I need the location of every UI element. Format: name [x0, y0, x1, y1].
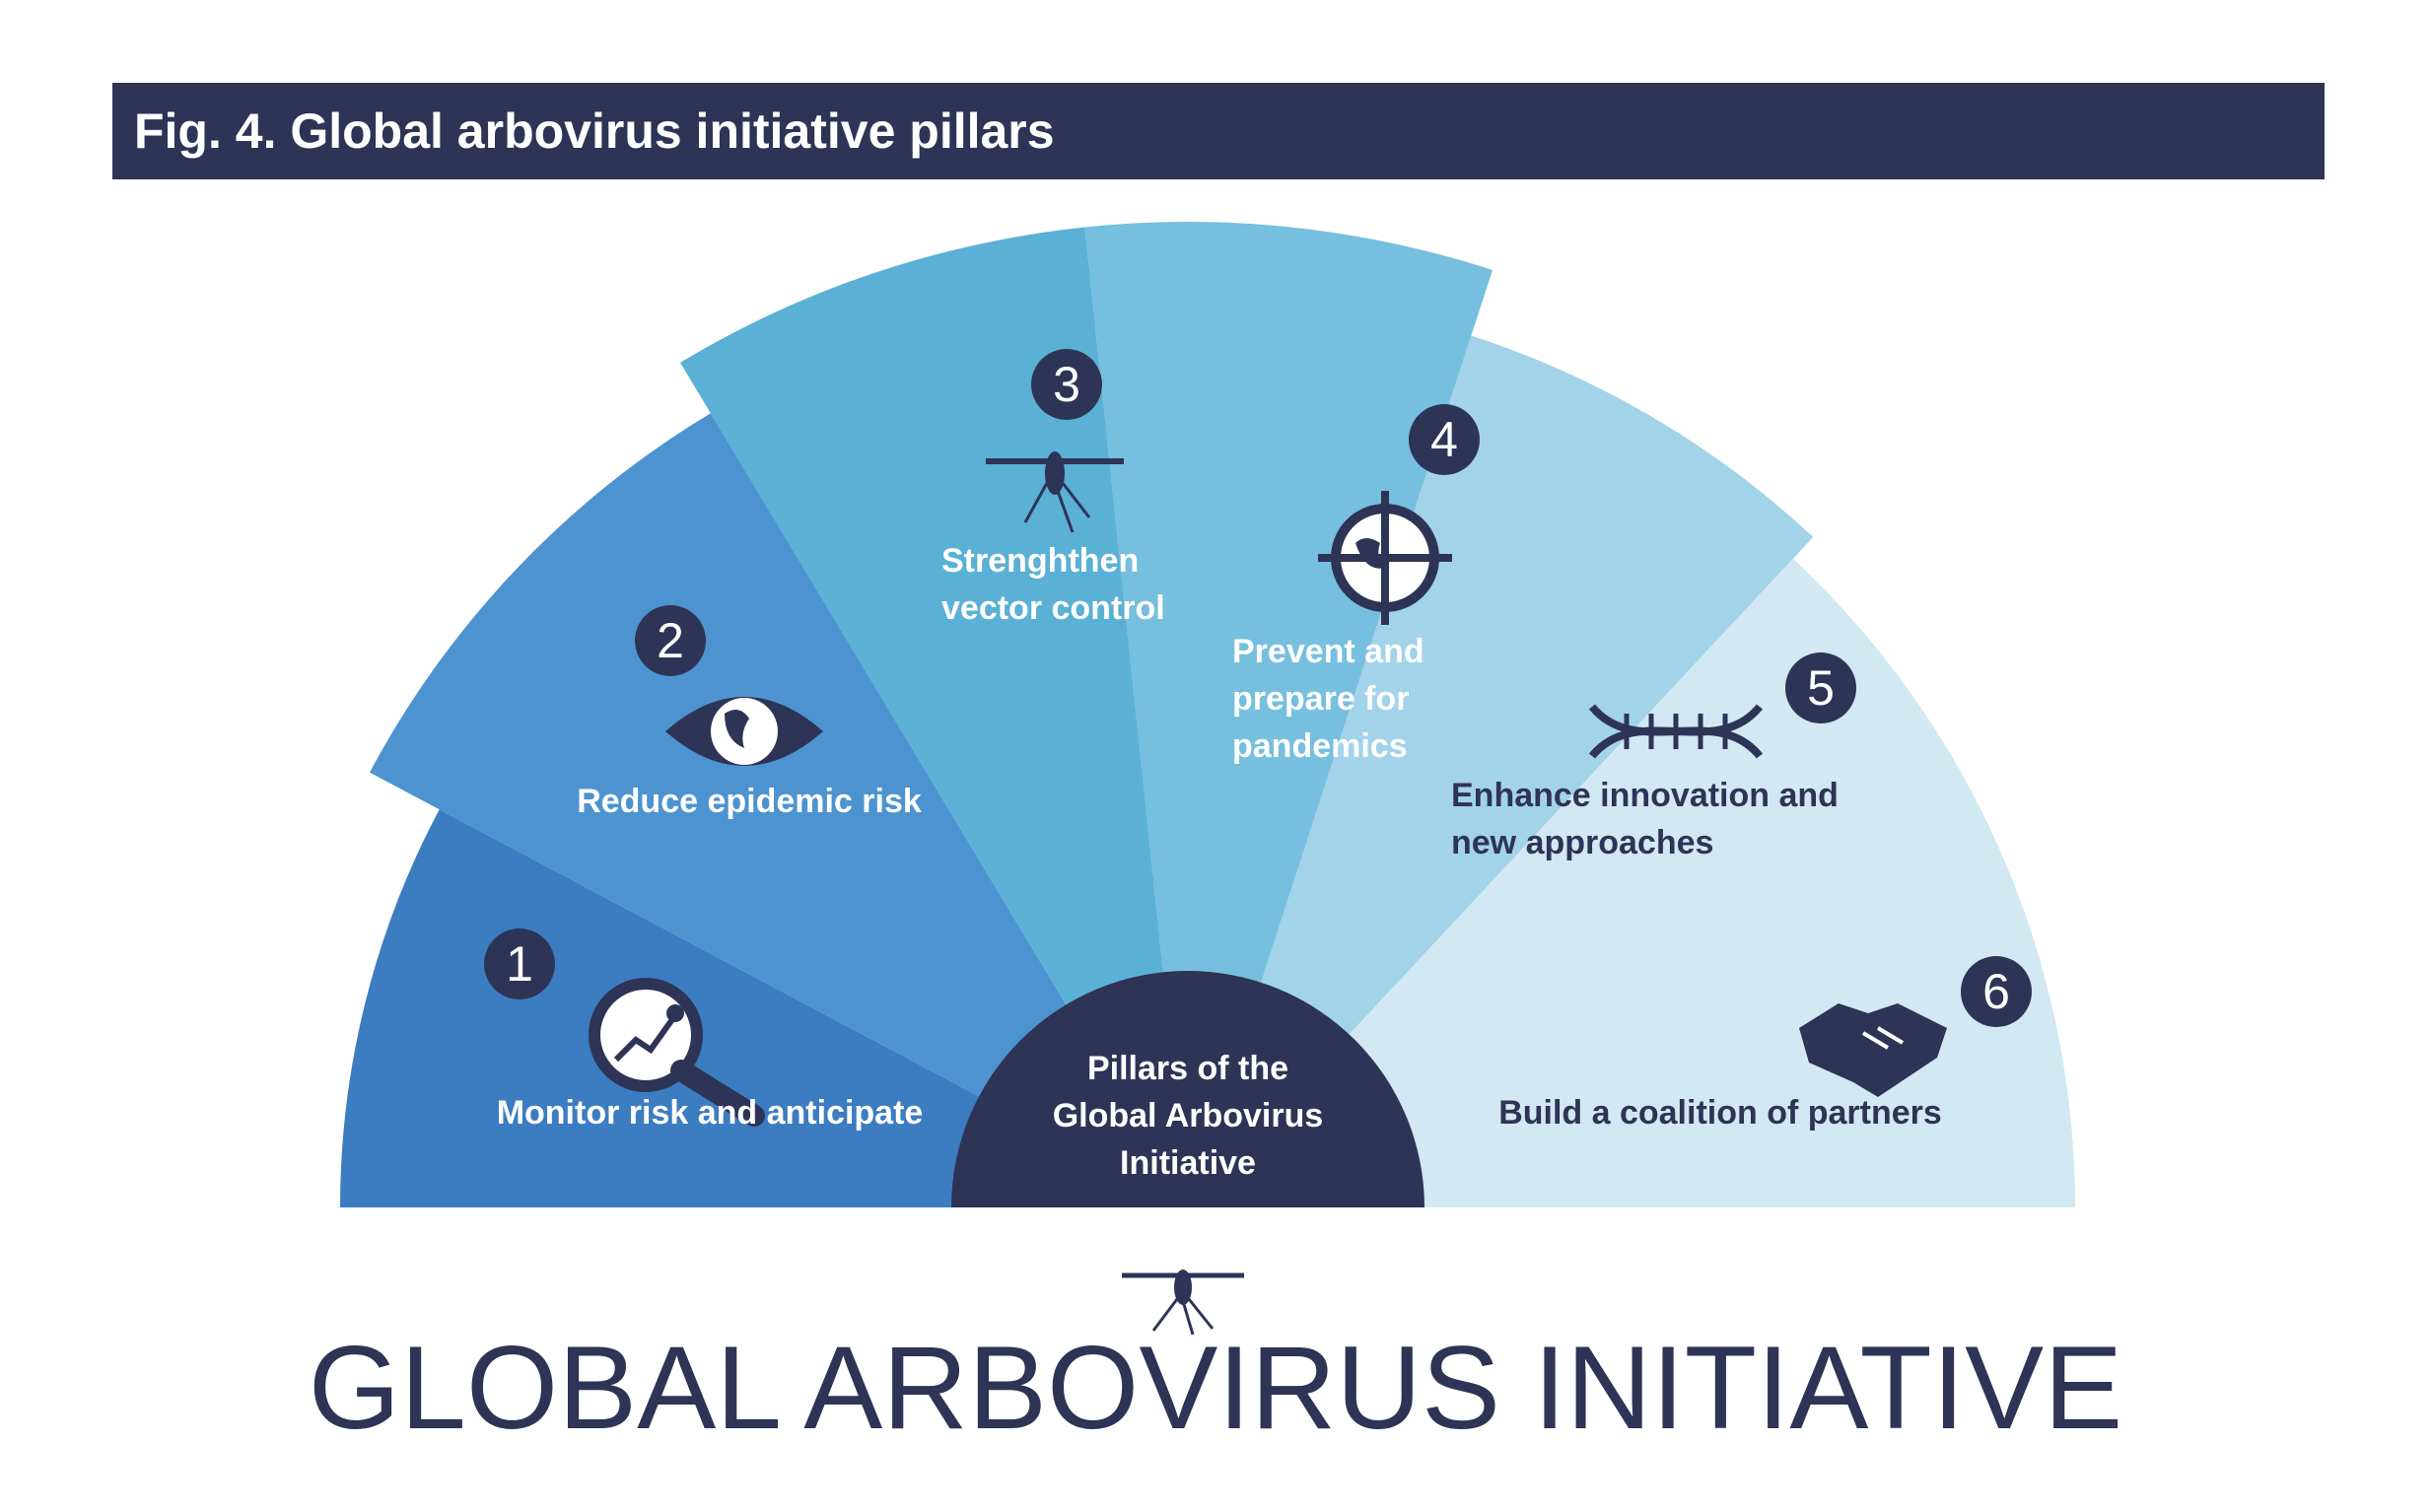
pillar-number-badge-4: 4	[1409, 404, 1480, 475]
pillar-number: 5	[1807, 660, 1835, 716]
pillar-label-1: Monitor risk and anticipate	[497, 1094, 924, 1132]
pillar-label-4: Prevent and	[1232, 633, 1424, 670]
pillar-sector-4	[1084, 221, 1493, 1207]
center-text-line: Initiative	[1120, 1144, 1256, 1182]
mosquito-logo-icon	[1122, 1270, 1244, 1336]
pillar-number-badge-6: 6	[1961, 956, 2032, 1027]
pillar-number-badge-3: 3	[1031, 349, 1102, 420]
target-globe-icon	[1318, 491, 1452, 625]
pillar-number-badge-1: 1	[484, 928, 555, 999]
pillar-label-6: Build a coalition of partners	[1498, 1094, 1942, 1132]
eye-globe-icon	[665, 697, 823, 766]
pillar-label-3: vector control	[941, 589, 1165, 627]
magnifier-chart-icon	[589, 978, 765, 1127]
pillar-label-3: Strenghthen	[941, 542, 1139, 580]
center-hub-shape	[951, 971, 1424, 1207]
pillar-number: 4	[1430, 412, 1458, 467]
figure-title: Fig. 4. Global arbovirus initiative pill…	[134, 103, 1055, 159]
handshake-icon	[1799, 1003, 1947, 1097]
pillar-label-5: new approaches	[1451, 824, 1713, 861]
pillar-sector-2	[370, 413, 1188, 1208]
center-text-line: Global Arbovirus	[1053, 1097, 1324, 1134]
center-text-line: Pillars of the	[1087, 1050, 1288, 1087]
pillar-label-5: Enhance innovation and	[1451, 777, 1839, 814]
pillar-label-4: prepare for	[1232, 680, 1410, 718]
dna-icon	[1588, 704, 1764, 759]
pillar-number-badge-2: 2	[635, 605, 706, 676]
pillar-label-4: pandemics	[1232, 727, 1408, 765]
figure-title-bar: Fig. 4. Global arbovirus initiative pill…	[112, 83, 2325, 179]
center-hub: Pillars of the Global Arbovirus Initiative	[951, 971, 1424, 1207]
pillar-sector-5	[1188, 335, 1814, 1207]
mosquito-icon	[986, 451, 1124, 533]
pillar-label-2: Reduce epidemic risk	[577, 783, 922, 820]
pillar-number: 3	[1053, 357, 1080, 412]
pillar-number: 2	[657, 613, 684, 668]
logo-text: GLOBAL ARBOVIRUS INITIATIVE	[308, 1322, 2123, 1454]
pillar-number: 6	[1982, 964, 2010, 1019]
pillar-number-badge-5: 5	[1785, 653, 1856, 723]
pillar-number: 1	[506, 936, 533, 992]
